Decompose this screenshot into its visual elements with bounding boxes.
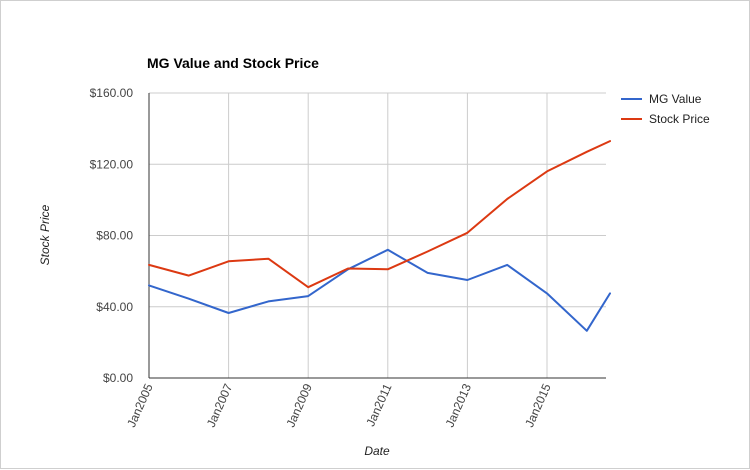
x-tick-label: Jan2013 [443, 381, 475, 429]
axes [148, 93, 606, 379]
x-tick-label: Jan2015 [522, 381, 554, 429]
series-line-stock-price [148, 140, 611, 289]
x-tick-label: Jan2011 [363, 381, 394, 428]
y-tick-label: $80.00 [96, 229, 133, 243]
legend-label: Stock Price [649, 112, 710, 126]
x-tick-label: Jan2009 [283, 381, 315, 429]
y-tick-label: $40.00 [96, 300, 133, 314]
legend-label: MG Value [649, 92, 702, 106]
legend: MG Value Stock Price [621, 92, 710, 126]
x-axis-title: Date [364, 444, 390, 458]
x-tick-label: Jan2007 [204, 381, 236, 429]
x-tick-label: Jan2005 [124, 381, 156, 429]
y-tick-label: $120.00 [90, 157, 134, 171]
y-tick-label: $160.00 [90, 86, 134, 100]
series-line-mg-value [148, 248, 611, 332]
series-lines [148, 140, 611, 332]
chart-title: MG Value and Stock Price [147, 55, 319, 71]
y-tick-label: $0.00 [103, 371, 133, 385]
y-axis-title: Stock Price [38, 204, 52, 265]
grid [149, 92, 606, 378]
